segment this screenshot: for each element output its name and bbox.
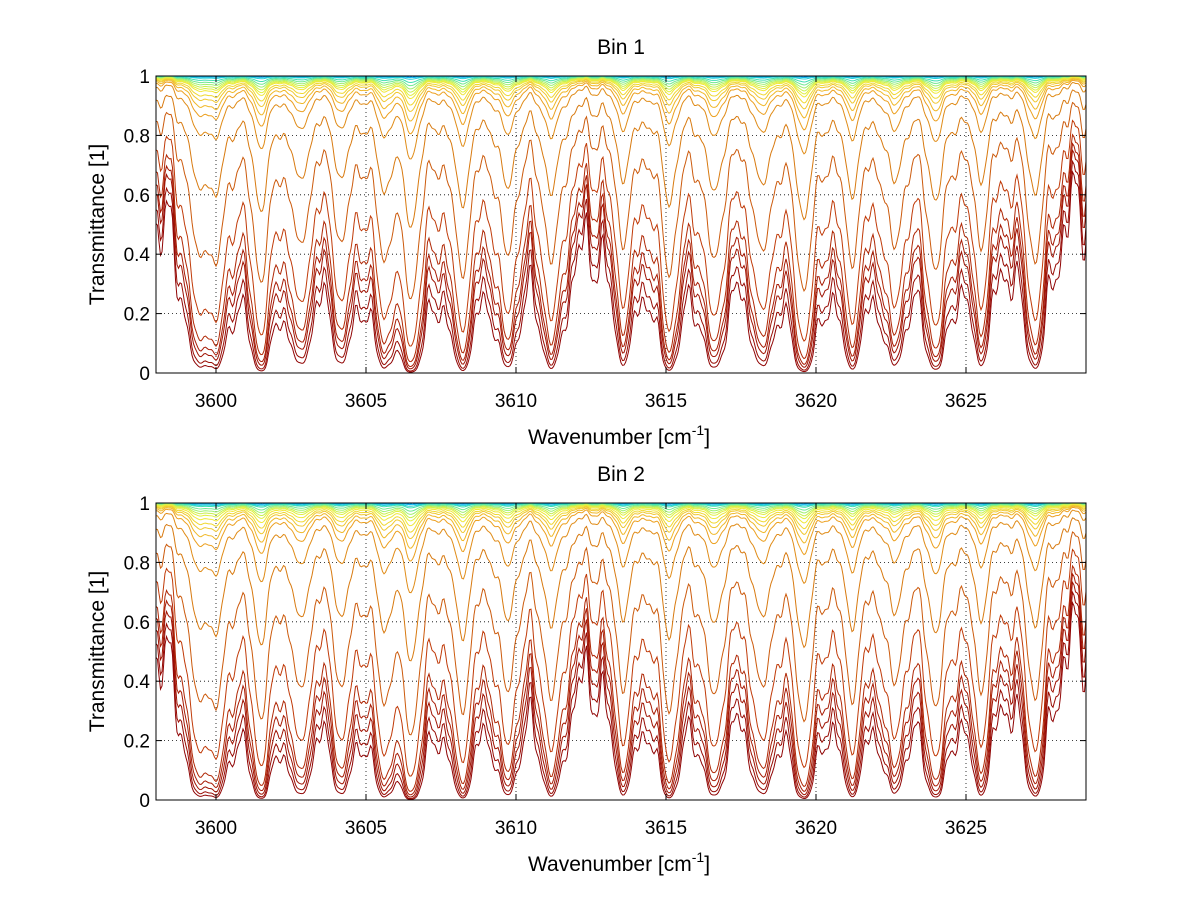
series-line [155,79,1087,135]
series-line [155,78,1087,112]
series-line [155,580,1087,798]
axes-box [155,75,1087,374]
series-line [155,517,1087,662]
x-tick-label: 3600 [195,391,237,412]
series-line [155,170,1087,373]
series-line [156,75,1087,80]
ticks: 3600 3605 3610 3615 3620 3625 0 0.2 0.4 0.6 0.8 1 [124,67,1086,412]
series-line [155,148,1087,370]
x-axis-title-end: ] [704,853,710,876]
series-group [155,75,1087,373]
series-line [155,564,1087,792]
series-line [155,506,1087,562]
plot-title: Bin 1 [597,36,645,59]
y-axis-title: Transmittance [1] [86,144,109,305]
series-line [155,101,1087,300]
series-line [155,76,1087,87]
series-line [155,503,1087,512]
y-tick-label: 0 [139,364,150,385]
series-line [156,502,1087,507]
x-axis-title-end: ] [704,426,710,449]
series-line [155,133,1087,363]
series-line [155,76,1087,93]
x-tick-label: 3620 [795,391,837,412]
y-axis-title: Transmittance [1] [86,571,109,732]
series-line [156,502,1087,506]
series-line [155,76,1087,96]
series-line [155,142,1087,367]
y-tick-label: 0.6 [124,613,150,634]
x-tick-label: 3610 [495,391,537,412]
y-tick-label: 0 [139,791,150,812]
x-tick-label: 3605 [345,391,387,412]
series-line [155,78,1087,122]
series-line [155,89,1087,228]
subplot-bin-1: Bin 1 3600 3605 3610 3615 3620 3625 0 0.2 0.4 0.6… [86,36,1087,449]
axes-box [155,502,1087,801]
x-axis-title-superscript: -1 [692,849,705,865]
x-axis-title: Wavenumber [cm-1] [528,849,710,876]
y-tick-label: 0.2 [124,305,150,326]
series-line [155,505,1087,540]
series-line [155,572,1087,796]
series-line [155,505,1087,549]
series-line [155,504,1087,533]
series-line [155,502,1087,509]
subplot-bin-2: Bin 2 3600 3605 3610 3615 3620 3625 0 0.2 0.4 0.6… [86,463,1087,876]
y-tick-label: 1 [139,67,150,88]
x-tick-label: 3615 [645,391,687,412]
grid [156,502,1086,801]
x-tick-label: 3615 [645,818,687,839]
series-line [155,503,1087,519]
x-tick-label: 3620 [795,818,837,839]
series-line [155,81,1087,160]
series-line [155,159,1087,372]
x-tick-label: 3600 [195,818,237,839]
ticks: 3600 3605 3610 3615 3620 3625 0 0.2 0.4 0.6 0.8 1 [124,494,1086,839]
series-line [155,504,1087,527]
series-line [155,77,1087,100]
x-axis-title-superscript: -1 [692,422,705,438]
y-tick-label: 0.8 [124,126,150,147]
x-tick-label: 3610 [495,818,537,839]
series-line [155,76,1087,90]
x-tick-label: 3625 [945,391,987,412]
series-line [155,119,1087,347]
plot-title: Bin 2 [597,463,645,486]
series-line [155,77,1087,106]
series-line [155,75,1087,83]
x-axis-title: Wavenumber [cm-1] [528,422,710,449]
series-line [155,600,1087,800]
x-axis-title-main: Wavenumber [cm [528,426,692,449]
x-tick-label: 3605 [345,818,387,839]
y-tick-label: 0.4 [124,245,151,266]
series-group [155,502,1087,800]
x-tick-label: 3625 [945,818,987,839]
series-line [155,590,1087,799]
series-line [155,509,1087,594]
y-tick-label: 0.4 [124,672,151,693]
series-line [155,503,1087,522]
series-line [155,503,1087,515]
y-tick-label: 1 [139,494,150,515]
series-line [155,531,1087,736]
series-line [155,75,1087,79]
series-line [155,548,1087,777]
y-tick-label: 0.2 [124,732,150,753]
y-tick-label: 0.8 [124,553,150,574]
x-axis-title-main: Wavenumber [cm [528,853,692,876]
y-tick-label: 0.6 [124,186,150,207]
